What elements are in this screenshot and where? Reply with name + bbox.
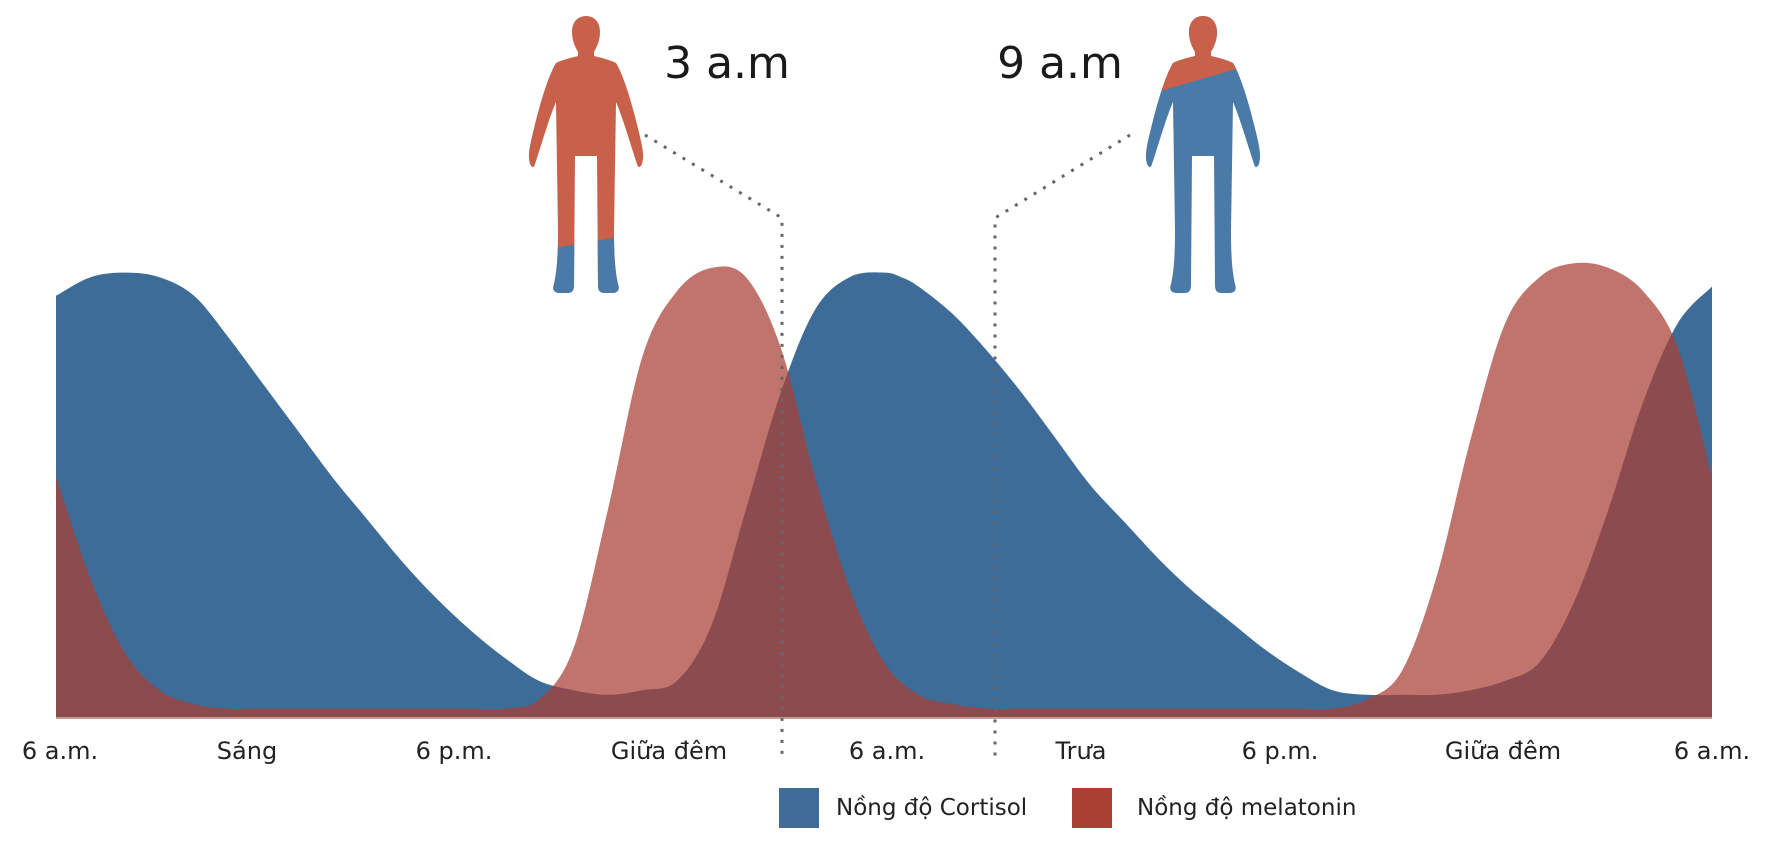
annotation-line-9am — [993, 133, 1131, 760]
legend-item-cortisol: Nồng độ Cortisol — [779, 788, 1027, 828]
x-tick-label: 6 p.m. — [416, 737, 493, 765]
x-tick-label: Sáng — [217, 737, 277, 765]
series-layer — [56, 262, 1712, 718]
legend-swatch-melatonin — [1072, 788, 1112, 828]
melatonin-area — [56, 262, 1712, 718]
annotation-label-9am: 9 a.m — [997, 38, 1123, 89]
legend-label-melatonin: Nồng độ melatonin — [1137, 795, 1356, 821]
x-tick-label: 6 a.m. — [849, 737, 925, 765]
annotation-label-3am: 3 a.m — [664, 38, 790, 89]
annotation-lines — [644, 133, 1131, 760]
x-tick-label: Trưa — [1055, 737, 1107, 765]
plot-area — [56, 262, 1712, 719]
x-tick-label: 6 a.m. — [22, 737, 98, 765]
x-tick-label: 6 p.m. — [1242, 737, 1319, 765]
person-figure-9am — [1145, 16, 1261, 293]
legend-swatch-cortisol — [779, 788, 819, 828]
x-tick-label: Giữa đêm — [1445, 737, 1561, 765]
person-figure-3am-cortisol-fill — [528, 230, 644, 293]
person-figure-3am — [528, 16, 644, 293]
x-tick-labels: 6 a.m. Sáng 6 p.m. Giữa đêm 6 a.m. Trưa … — [22, 737, 1750, 765]
person-figure-3am-melatonin-fill — [528, 16, 644, 293]
legend: Nồng độ Cortisol Nồng độ melatonin — [779, 788, 1356, 828]
legend-item-melatonin: Nồng độ melatonin — [1072, 788, 1356, 828]
cortisol-area — [56, 272, 1712, 718]
x-tick-label: Giữa đêm — [611, 737, 727, 765]
legend-label-cortisol: Nồng độ Cortisol — [836, 795, 1027, 821]
x-tick-label: 6 a.m. — [1674, 737, 1750, 765]
